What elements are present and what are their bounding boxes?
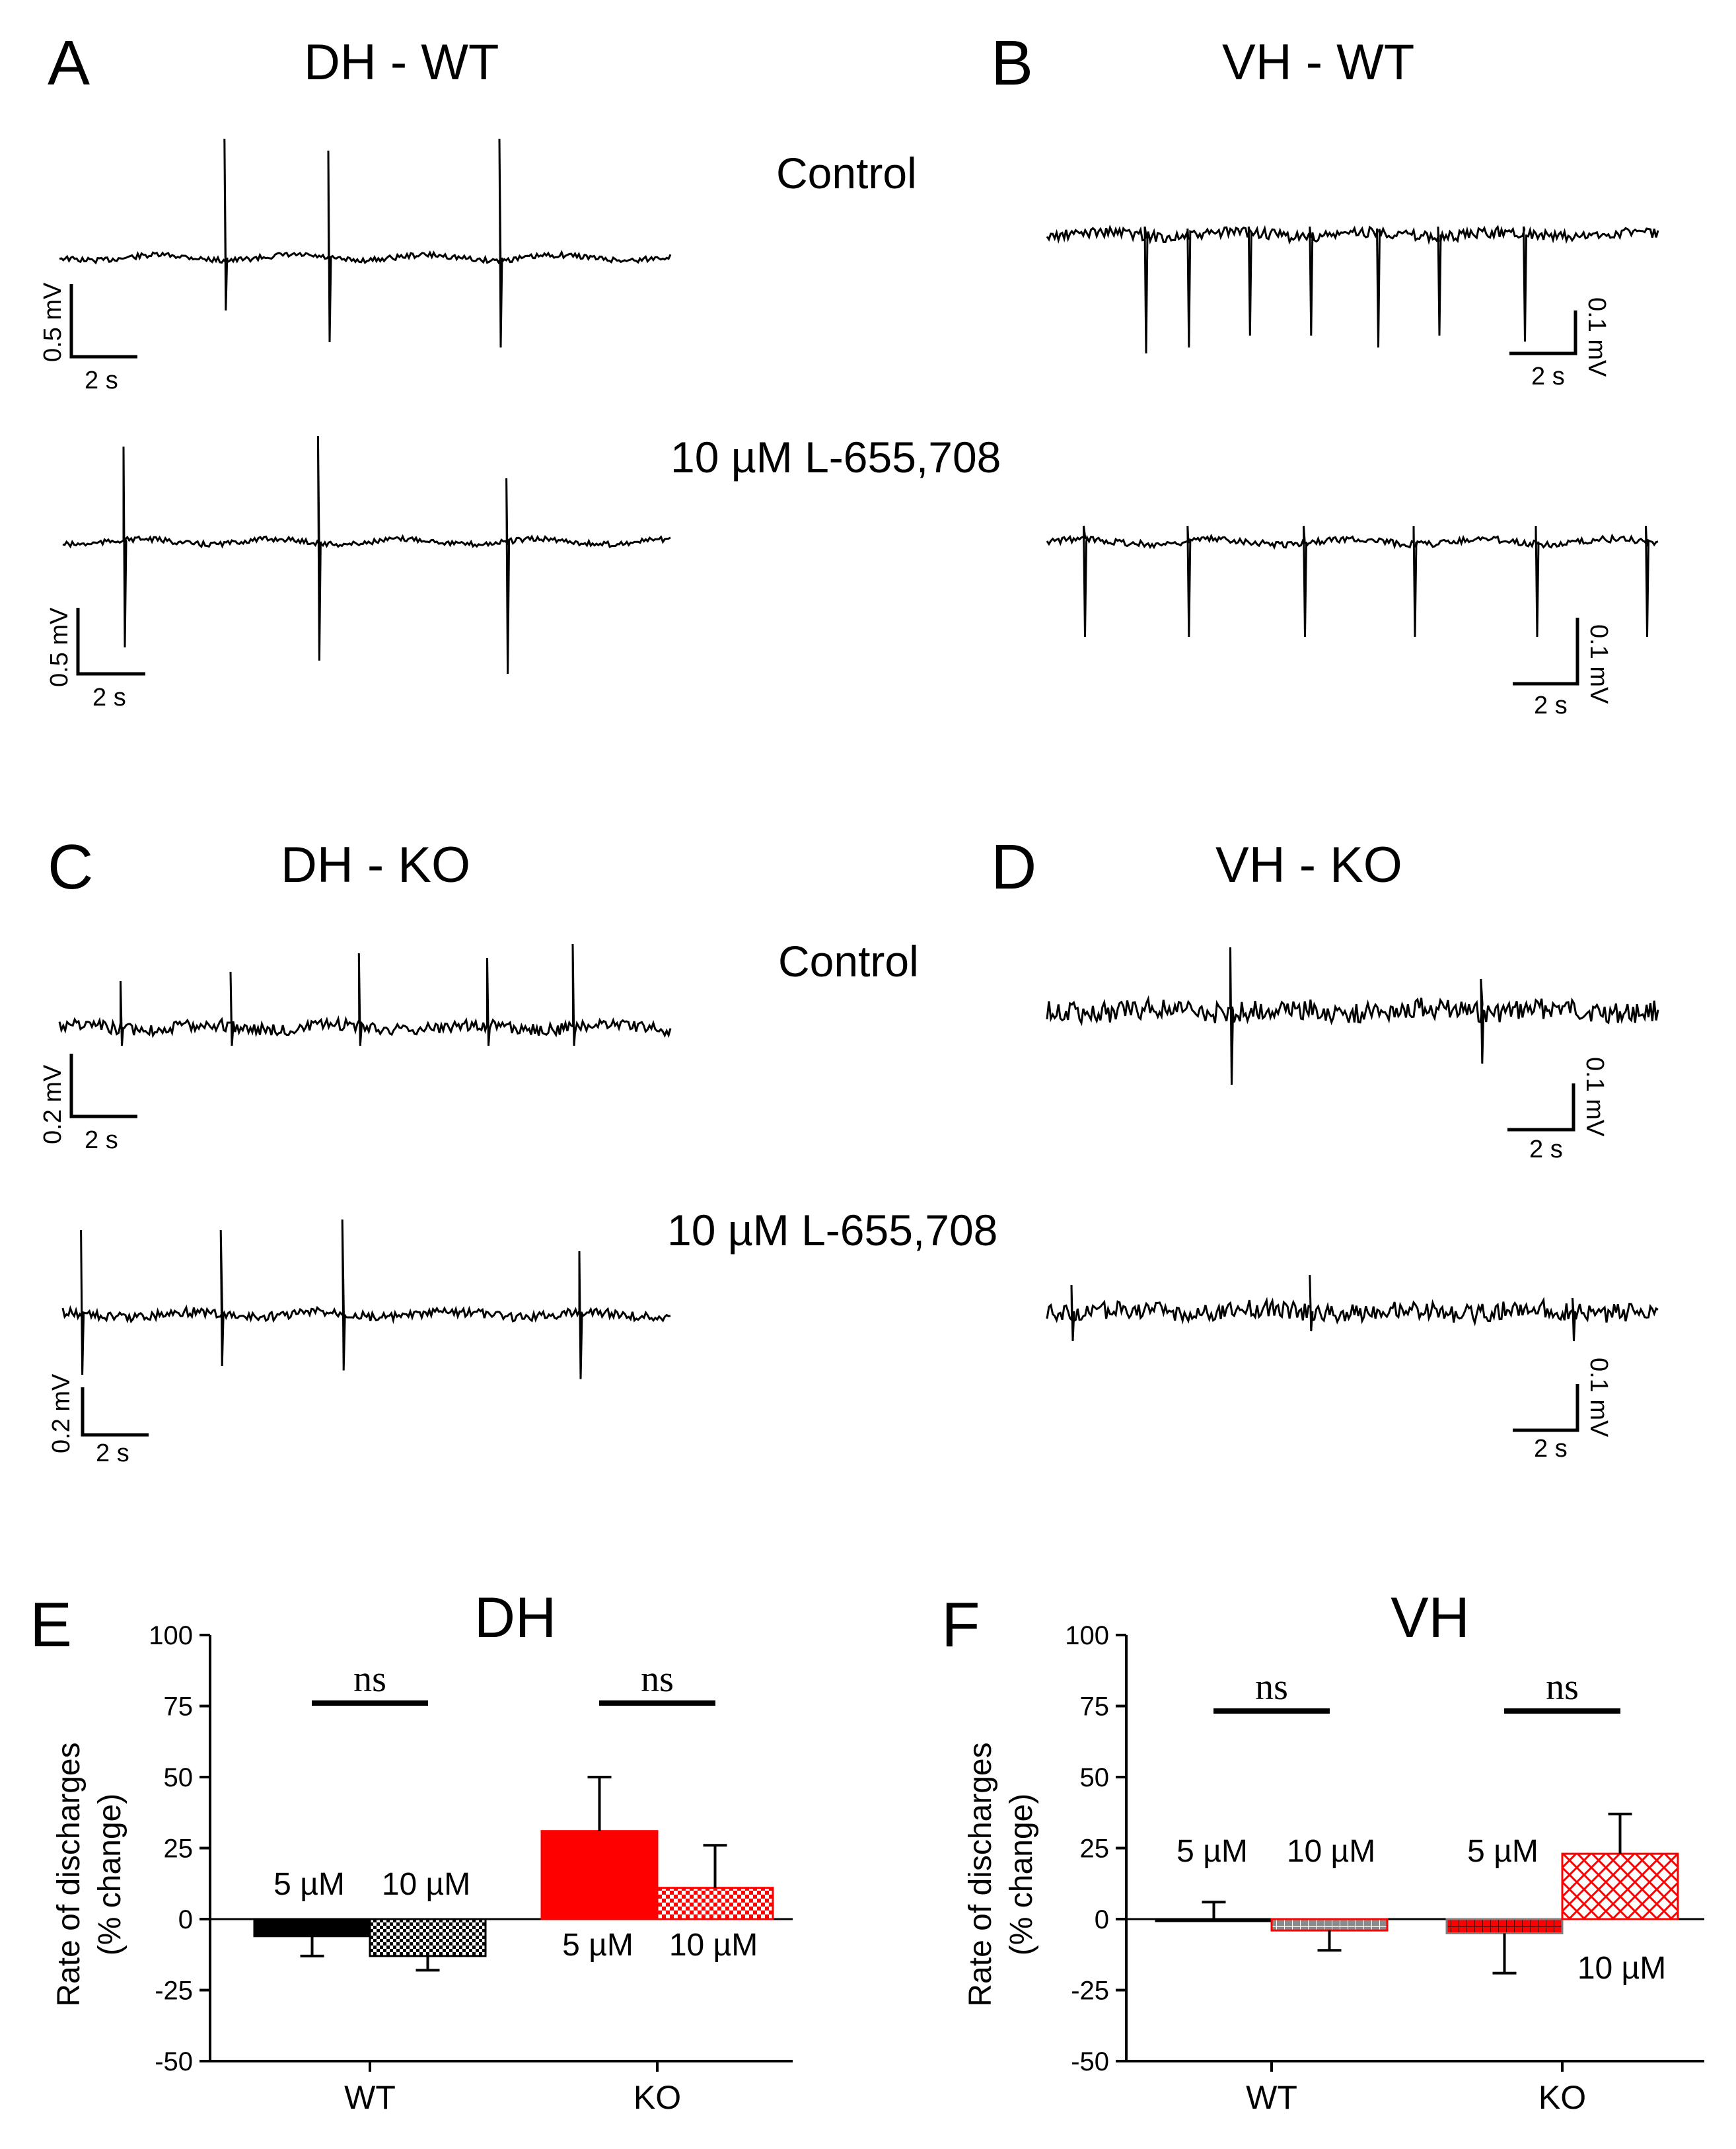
panel-letter-e: E	[30, 1589, 72, 1660]
bar-conc-label: 5 µM	[1176, 1834, 1248, 1869]
y-tick-label: -50	[1071, 2047, 1109, 2076]
bar-wt-series-1	[1270, 1918, 1389, 1932]
trace-dh-wt-drug	[62, 435, 671, 674]
x-category-label: WT	[1246, 2079, 1297, 2116]
bar-chart-vh: VH 100 75 50 25 0 -25 -50 Rate of discharges (% c…	[963, 1586, 1704, 2116]
scale-time-label: 2 s	[85, 1126, 118, 1154]
chart-title: DH	[474, 1586, 556, 1650]
trace-vh-ko-control	[1046, 947, 1659, 1085]
y-tick-label: 75	[164, 1693, 194, 1722]
bar-conc-label: 10 µM	[669, 1928, 758, 1963]
panel-title-b: VH - WT	[1222, 34, 1414, 91]
scale-voltage-label: 0.1 mV	[1585, 1358, 1612, 1438]
scale-bar-b-control: 0.1 mV 2 s	[1509, 297, 1610, 390]
panel-letter-d: D	[991, 832, 1036, 902]
bar-conc-label: 5 µM	[273, 1867, 345, 1902]
panel-title-d: VH - KO	[1215, 837, 1402, 893]
condition-drug-label-top: 10 µM L-655,708	[670, 433, 1001, 482]
trace-dh-wt-control	[59, 138, 672, 348]
bar-ko-series-1	[656, 1887, 774, 1920]
panel-title-c: DH - KO	[281, 837, 470, 893]
bar-chart-dh: DH 100 75 50 25 0 -25 -50 Rate of discharges (% c…	[52, 1586, 793, 2116]
scale-voltage-label: 0.1 mV	[1583, 297, 1610, 377]
significance-label: ns	[1546, 1667, 1579, 1708]
bar-ko-series-0	[1445, 1918, 1564, 1934]
condition-control-label-bottom: Control	[778, 937, 919, 986]
y-tick-label: -25	[1071, 1977, 1109, 2006]
bar-wt-series-1	[369, 1918, 487, 1957]
scale-voltage-label: 0.5 mV	[46, 607, 73, 687]
y-tick-label: 0	[1095, 1905, 1109, 1934]
scale-time-label: 2 s	[1534, 1435, 1568, 1463]
condition-drug-label-bottom: 10 µM L-655,708	[667, 1206, 997, 1255]
bar-ko-series-0	[540, 1830, 659, 1920]
panel-title-a: DH - WT	[304, 34, 499, 91]
significance-label: ns	[353, 1659, 386, 1700]
y-tick-label: 75	[1080, 1693, 1110, 1722]
scale-bar-d-drug: 0.1 mV 2 s	[1513, 1358, 1612, 1463]
scale-bar-c-control: 0.2 mV 2 s	[39, 1054, 137, 1154]
bar-conc-label: 10 µM	[1287, 1834, 1375, 1869]
scale-time-label: 2 s	[1529, 1136, 1563, 1163]
bar-conc-label: 10 µM	[1577, 1951, 1666, 1986]
scale-bar-c-drug: 0.2 mV 2 s	[48, 1373, 149, 1467]
scale-voltage-label: 0.1 mV	[1581, 1057, 1609, 1137]
y-tick-label: 0	[178, 1905, 193, 1934]
y-tick-label: -25	[155, 1977, 193, 2006]
x-category-label: WT	[344, 2079, 396, 2116]
y-tick-label: 100	[1065, 1621, 1109, 1650]
chart-title: VH	[1391, 1586, 1469, 1650]
scale-time-label: 2 s	[1531, 363, 1565, 390]
scale-time-label: 2 s	[85, 367, 118, 394]
y-tick-label: 100	[149, 1621, 193, 1650]
scale-bar-b-drug: 0.1 mV 2 s	[1513, 618, 1612, 719]
scale-voltage-label: 0.2 mV	[48, 1373, 75, 1453]
y-axis-label-line1: Rate of discharges	[963, 1742, 998, 2006]
trace-dh-ko-drug	[61, 1219, 671, 1379]
significance-label: ns	[641, 1659, 674, 1700]
condition-control-label-top: Control	[776, 149, 917, 198]
y-axis-label-line2: (% change)	[92, 1794, 127, 1955]
y-axis-label-line1: Rate of discharges	[52, 1742, 87, 2006]
scale-time-label: 2 s	[1534, 692, 1568, 719]
x-category-label: KO	[1538, 2079, 1586, 2116]
y-tick-label: 50	[164, 1763, 194, 1792]
y-axis-label-line2: (% change)	[1004, 1794, 1039, 1955]
scale-voltage-label: 0.1 mV	[1585, 624, 1612, 704]
bar-conc-label: 5 µM	[562, 1928, 633, 1963]
significance-label: ns	[1255, 1667, 1288, 1708]
x-category-label: KO	[633, 2079, 681, 2116]
bar-conc-label: 5 µM	[1467, 1834, 1538, 1869]
scale-time-label: 2 s	[92, 684, 126, 711]
scale-voltage-label: 0.2 mV	[39, 1064, 67, 1144]
trace-vh-wt-drug	[1046, 525, 1659, 637]
trace-vh-ko-drug	[1046, 1274, 1659, 1342]
bar-conc-label: 10 µM	[382, 1867, 470, 1902]
panel-letter-f: F	[941, 1589, 980, 1660]
trace-dh-ko-control	[58, 943, 672, 1046]
panel-letter-a: A	[48, 28, 90, 98]
bar-wt-series-0	[1155, 1918, 1273, 1922]
y-tick-label: 50	[1080, 1763, 1110, 1792]
panel-letter-c: C	[48, 832, 93, 902]
trace-vh-wt-control	[1046, 224, 1659, 354]
bar-wt-series-0	[253, 1918, 371, 1938]
scale-bar-a-control: 0.5 mV 2 s	[39, 282, 137, 394]
bar-ko-series-1	[1561, 1852, 1679, 1920]
scale-time-label: 2 s	[96, 1439, 129, 1467]
scale-bar-d-control: 0.1 mV 2 s	[1507, 1057, 1609, 1163]
panel-letter-b: B	[991, 28, 1033, 98]
y-tick-label: 25	[164, 1835, 194, 1864]
y-tick-label: -50	[155, 2047, 193, 2076]
y-tick-label: 25	[1080, 1835, 1110, 1864]
scale-bar-a-drug: 0.5 mV 2 s	[46, 607, 145, 711]
scale-voltage-label: 0.5 mV	[39, 282, 67, 362]
